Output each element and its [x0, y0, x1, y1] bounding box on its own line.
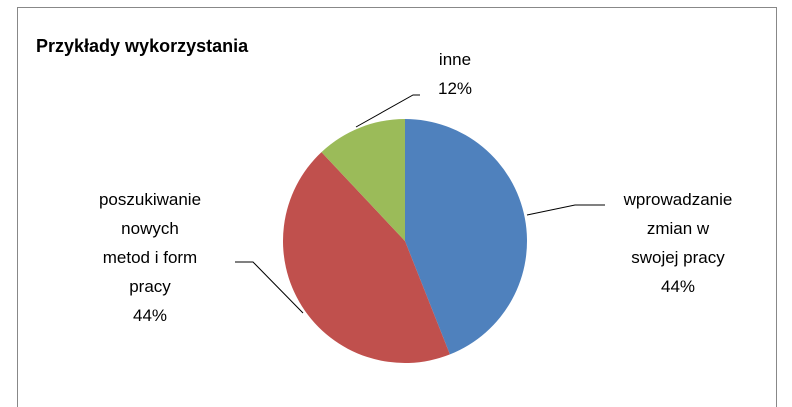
- pie-slice: [405, 119, 527, 355]
- slice-label: wprowadzanie zmian w swojej pracy: [623, 190, 733, 267]
- slice-value-label: 44%: [660, 277, 696, 296]
- chart-title: Przykłady wykorzystania: [36, 36, 249, 56]
- pie-slice: [321, 119, 405, 241]
- slice-label: poszukiwanie nowych metod i form pracy: [98, 190, 202, 296]
- pie-slice: [283, 152, 450, 363]
- leader-line: [355, 94, 420, 128]
- leader-line: [526, 204, 605, 216]
- slice-value-label: 12%: [437, 79, 473, 98]
- leader-line: [235, 261, 304, 314]
- slice-value-label: 44%: [132, 306, 168, 325]
- slice-label: inne: [438, 50, 472, 69]
